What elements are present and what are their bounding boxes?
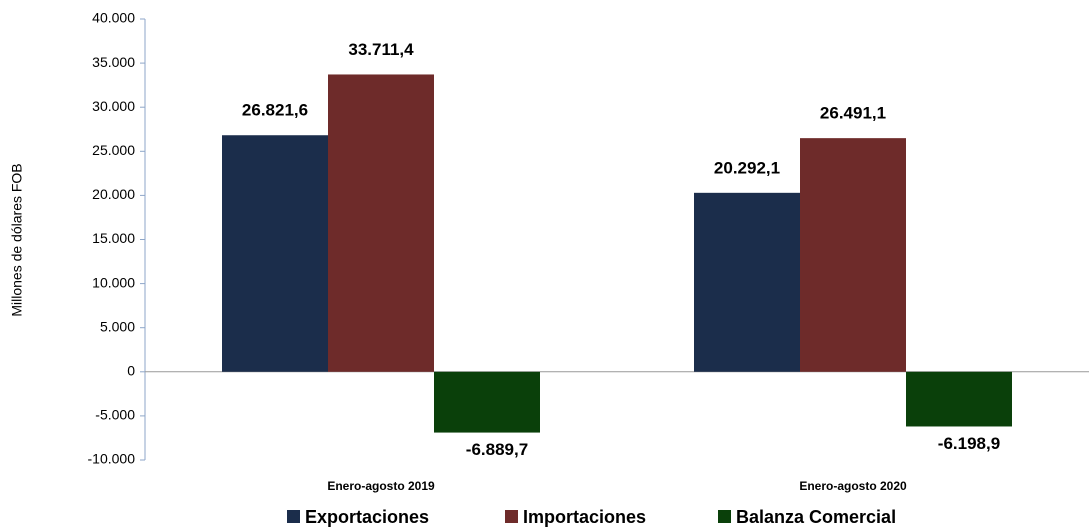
bar [906,371,1012,427]
bar [328,74,434,372]
x-tick-label: Enero-agosto 2020 [799,479,907,493]
y-tick-label: -10.000 [88,451,136,467]
data-label: 20.292,1 [714,158,780,177]
y-tick-label: 0 [127,363,135,379]
x-tick-label: Enero-agosto 2019 [327,479,435,493]
y-tick-label: 15.000 [92,230,135,246]
y-tick-label: 40.000 [92,10,135,26]
y-tick-label: 5.000 [100,318,135,334]
y-tick-label: 30.000 [92,98,135,114]
y-tick-label: 10.000 [92,274,135,290]
bar [800,138,906,372]
legend-label: Exportaciones [305,507,429,527]
data-label: 26.491,1 [820,104,886,123]
legend-swatch [718,510,731,523]
bar [222,135,328,372]
y-tick-label: -5.000 [95,407,135,423]
y-tick-label: 25.000 [92,142,135,158]
data-label: 33.711,4 [348,40,414,59]
y-tick-label: 35.000 [92,54,135,70]
y-tick-label: 20.000 [92,186,135,202]
legend-swatch [505,510,518,523]
data-label: 26.821,6 [242,101,308,120]
legend-label: Balanza Comercial [736,507,896,527]
y-axis-title: Millones de dólares FOB [9,163,25,316]
bar [694,192,800,372]
bar [434,371,540,433]
legend-label: Importaciones [523,507,646,527]
legend-swatch [287,510,300,523]
data-label: -6.198,9 [938,434,1000,453]
data-label: -6.889,7 [466,440,528,459]
